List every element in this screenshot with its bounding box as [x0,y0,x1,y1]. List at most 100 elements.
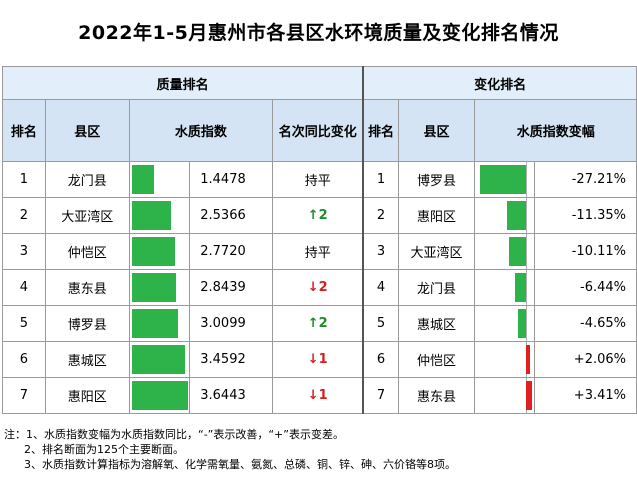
change-bar [509,237,527,266]
district-cell: 大亚湾区 [44,197,130,234]
change-axis [526,162,528,197]
quality-bar-cell [128,161,191,198]
quality-bar-cell [128,341,191,378]
quality-ranking-header: 质量排名 [2,66,364,100]
change-ranking-header: 变化排名 [362,66,637,100]
change-district-cell: 大亚湾区 [397,233,476,270]
change-bar-cell [474,161,536,198]
change-bar [507,201,527,230]
rank-cell: 5 [2,305,46,342]
col-change-rank: 排名 [362,99,399,162]
change-value: -27.21% [534,161,637,198]
quality-bar [131,165,154,194]
col-district: 县区 [44,99,130,162]
change-bar [518,309,527,338]
change-bar [480,165,527,194]
ranking-table: 质量排名 变化排名 排名 县区 水质指数 名次同比变化 排名 县区 水质指数变幅… [2,66,637,414]
rank-cell: 1 [2,161,46,198]
change-value: -6.44% [534,269,637,306]
quality-bar [131,201,171,230]
col-index-change: 水质指数变幅 [474,99,637,162]
change-district-cell: 惠阳区 [397,197,476,234]
table-row: 3 仲恺区 2.7720 持平 3 大亚湾区 -10.11% [2,233,637,270]
quality-index-value: 1.4478 [189,161,274,198]
change-rank-cell: 5 [362,305,399,342]
change-axis [526,198,528,233]
change-value: +2.06% [534,341,637,378]
change-bar-cell [474,377,536,414]
rank-cell: 4 [2,269,46,306]
rank-cell: 3 [2,233,46,270]
quality-index-value: 2.8439 [189,269,274,306]
rank-change-cell: ↑2 [272,197,364,234]
table-row: 4 惠东县 2.8439 ↓2 4 龙门县 -6.44% [2,269,637,306]
quality-index-value: 2.5366 [189,197,274,234]
change-value: +3.41% [534,377,637,414]
change-rank-cell: 6 [362,341,399,378]
col-quality-index: 水质指数 [128,99,274,162]
change-district-cell: 仲恺区 [397,341,476,378]
quality-index-value: 3.0099 [189,305,274,342]
district-cell: 惠城区 [44,341,130,378]
change-district-cell: 惠东县 [397,377,476,414]
change-district-cell: 龙门县 [397,269,476,306]
change-bar [515,273,527,302]
note-3: 3、水质指数计算指标为溶解氧、化学需氧量、氨氮、总磷、铜、锌、砷、六价铬等8项。 [24,458,456,471]
quality-index-value: 3.6443 [189,377,274,414]
district-cell: 仲恺区 [44,233,130,270]
col-change-district: 县区 [397,99,476,162]
change-bar [526,345,531,374]
change-bar-cell [474,341,536,378]
table-row: 7 惠阳区 3.6443 ↓1 7 惠东县 +3.41% [2,377,637,414]
change-bar-cell [474,233,536,270]
change-axis [526,270,528,305]
table-row: 2 大亚湾区 2.5366 ↑2 2 惠阳区 -11.35% [2,197,637,234]
quality-bar [131,273,176,302]
quality-bar-cell [128,377,191,414]
change-value: -10.11% [534,233,637,270]
change-value: -11.35% [534,197,637,234]
change-axis [526,234,528,269]
quality-bar [131,309,178,338]
change-district-cell: 惠城区 [397,305,476,342]
district-cell: 惠阳区 [44,377,130,414]
change-bar [526,381,533,410]
table-row: 6 惠城区 3.4592 ↓1 6 仲恺区 +2.06% [2,341,637,378]
change-rank-cell: 1 [362,161,399,198]
change-rank-cell: 3 [362,233,399,270]
table-row: 5 博罗县 3.0099 ↑2 5 惠城区 -4.65% [2,305,637,342]
col-rank: 排名 [2,99,46,162]
rank-cell: 7 [2,377,46,414]
change-rank-cell: 7 [362,377,399,414]
quality-bar-cell [128,233,191,270]
quality-bar [131,237,175,266]
quality-index-value: 2.7720 [189,233,274,270]
district-cell: 博罗县 [44,305,130,342]
change-bar-cell [474,197,536,234]
rank-cell: 6 [2,341,46,378]
rank-change-cell: 持平 [272,233,364,270]
district-cell: 龙门县 [44,161,130,198]
quality-bar [131,381,188,410]
table-row: 1 龙门县 1.4478 持平 1 博罗县 -27.21% [2,161,637,198]
change-rank-cell: 2 [362,197,399,234]
district-cell: 惠东县 [44,269,130,306]
change-axis [526,306,528,341]
rank-change-cell: ↑2 [272,305,364,342]
rank-change-cell: ↓1 [272,377,364,414]
quality-bar-cell [128,269,191,306]
col-rank-change: 名次同比变化 [272,99,364,162]
rank-change-cell: ↓2 [272,269,364,306]
change-bar-cell [474,269,536,306]
quality-bar [131,345,185,374]
quality-bar-cell [128,305,191,342]
rank-cell: 2 [2,197,46,234]
note-1: 注：1、水质指数变幅为水质指数同比，“-”表示改善，“+”表示变差。 [4,428,344,441]
quality-bar-cell [128,197,191,234]
quality-index-value: 3.4592 [189,341,274,378]
change-district-cell: 博罗县 [397,161,476,198]
rank-change-cell: 持平 [272,161,364,198]
footnotes: 注：1、水质指数变幅为水质指数同比，“-”表示改善，“+”表示变差。 2、排名断… [4,427,456,472]
change-rank-cell: 4 [362,269,399,306]
rank-change-cell: ↓1 [272,341,364,378]
